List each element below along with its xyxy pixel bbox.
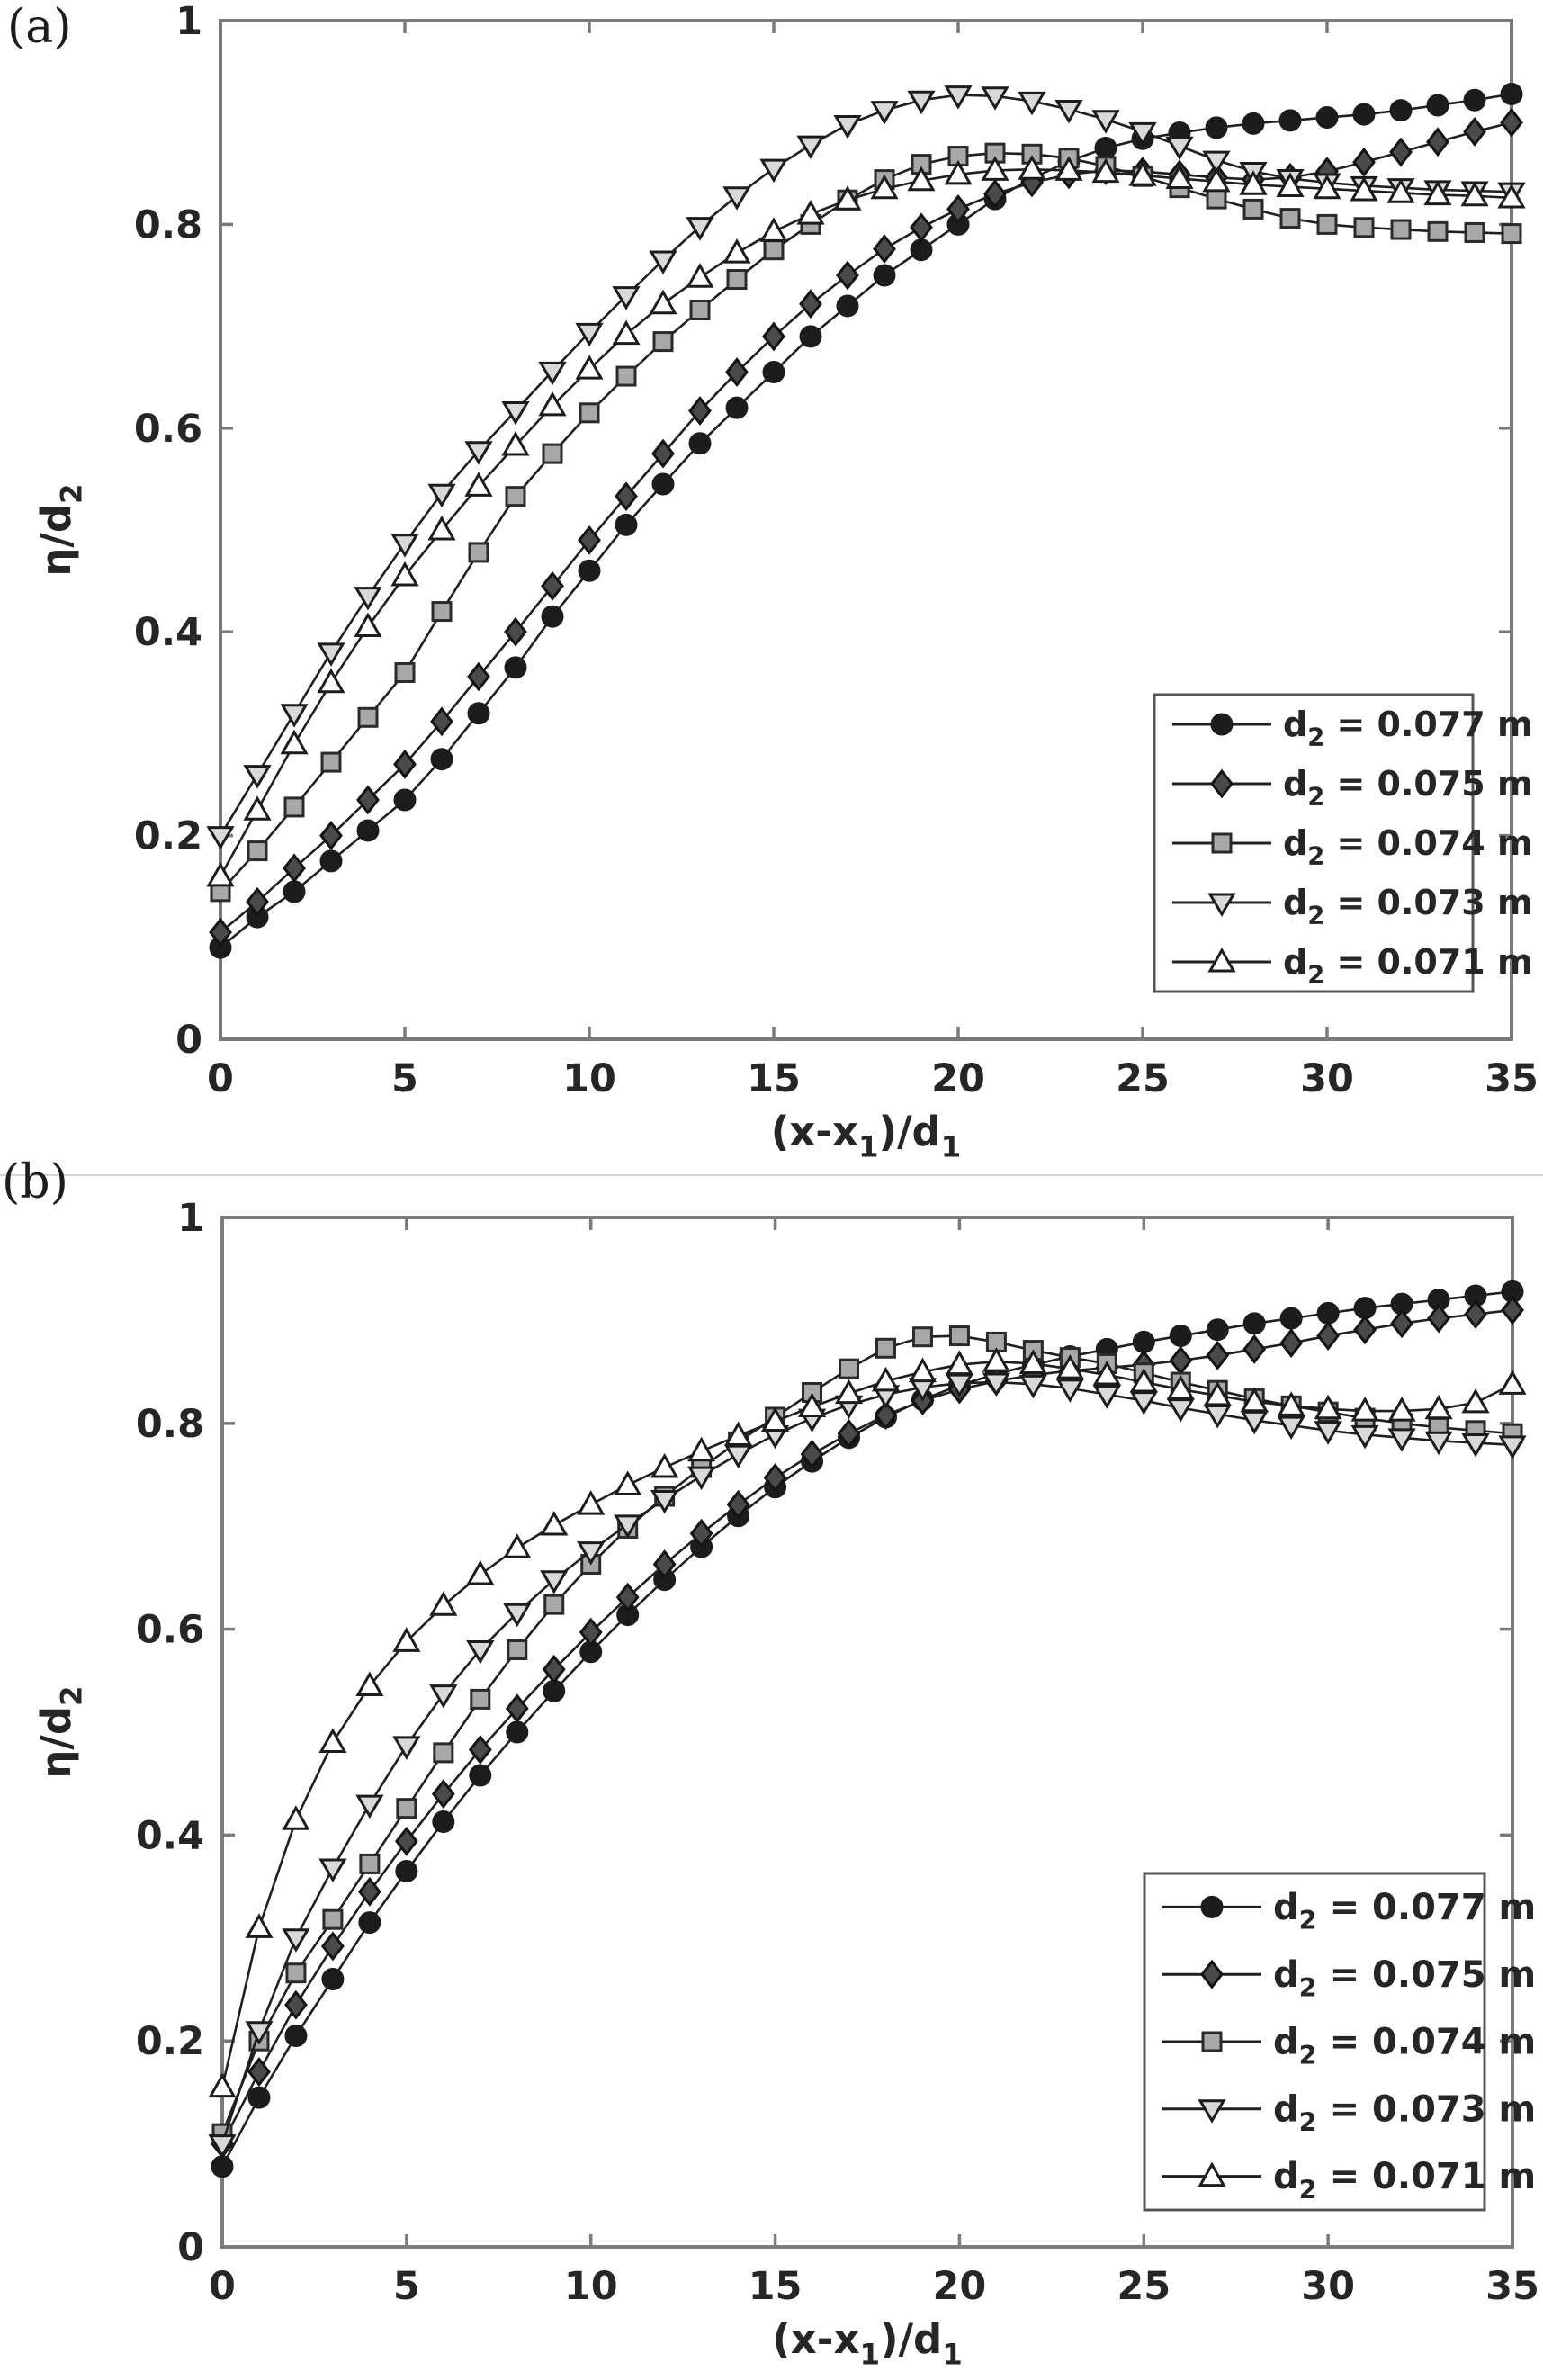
- x-tick-label: 0: [209, 2264, 236, 2309]
- y-axis-label: η/d2: [32, 1685, 89, 1778]
- y-tick-label: 0.6: [136, 1608, 204, 1653]
- x-tick-label: 15: [749, 2264, 803, 2309]
- y-tick-label: 0.4: [134, 610, 202, 655]
- x-tick-label: 25: [1117, 2264, 1171, 2309]
- x-tick-label: 15: [747, 1056, 801, 1101]
- panel-b: 0 5 10 15 20 25 30 35 0 0.2 0.4 0.6 0.8 1 (x-x1)/d1 η/d…: [32, 1196, 1539, 2372]
- x-tick-label: 5: [393, 2264, 420, 2309]
- y-tick-label: 0.6: [134, 407, 202, 452]
- legend-label: d2 = 0.073 m: [1283, 883, 1533, 930]
- legend-label: d2 = 0.073 m: [1273, 2088, 1536, 2137]
- y-axis-label: η/d2: [32, 483, 89, 576]
- legend-label: d2 = 0.075 m: [1283, 764, 1533, 812]
- y-tick-label: 1: [177, 1196, 204, 1241]
- ticks-a: 0 5 10 15 20 25 30 35 0 0.2 0.4 0.6 0.8 1: [134, 0, 1539, 1101]
- y-tick-label: 0.4: [136, 1813, 204, 1858]
- x-tick-label: 20: [931, 1056, 985, 1101]
- legend-label: d2 = 0.074 m: [1273, 2022, 1536, 2070]
- series-a-4: [206, 155, 1526, 887]
- x-tick-label: 30: [1300, 1056, 1354, 1101]
- plot-box-a: [219, 19, 1513, 1041]
- x-axis-label: (x-x1)/d1: [772, 2315, 963, 2372]
- y-tick-label: 0.2: [136, 2019, 204, 2064]
- y-tick-label: 1: [175, 0, 202, 44]
- legend-a: d2 = 0.077 m d2 = 0.075 m d2 = 0.074 m d2 =…: [1153, 693, 1533, 993]
- x-tick-label: 10: [562, 1056, 616, 1101]
- x-tick-label: 10: [564, 2264, 618, 2309]
- legend-b: d2 = 0.077 m d2 = 0.075 m d2 = 0.074 m d2 =…: [1143, 1872, 1536, 2212]
- legend-label: d2 = 0.071 m: [1283, 942, 1533, 990]
- legend-box: [1143, 1872, 1486, 2212]
- plot-box-b: [220, 1216, 1514, 2249]
- panel-a-tag: (a): [7, 0, 72, 54]
- y-tick-label: 0: [177, 2225, 204, 2270]
- y-tick-label: 0: [175, 1018, 202, 1063]
- x-tick-label: 20: [933, 2264, 987, 2309]
- y-tick-label: 0.8: [134, 202, 202, 247]
- legend-label: d2 = 0.071 m: [1273, 2156, 1536, 2205]
- ticks-b: 0 5 10 15 20 25 30 35 0 0.2 0.4 0.6 0.8 1: [136, 1196, 1539, 2309]
- panel-a: 0 5 10 15 20 25 30 35 0 0.2 0.4 0.6 0.8 1 (x-x1)/d1 η/d…: [32, 0, 1539, 1164]
- x-tick-label: 35: [1485, 1056, 1539, 1101]
- x-tick-label: 0: [207, 1056, 234, 1101]
- y-tick-label: 0.8: [136, 1402, 204, 1447]
- legend-label: d2 = 0.074 m: [1283, 823, 1533, 871]
- series-b-3: [208, 1372, 1527, 2159]
- x-tick-label: 30: [1301, 2264, 1355, 2309]
- x-tick-label: 5: [391, 1056, 418, 1101]
- panel-b-tag: (b): [2, 1155, 68, 1209]
- x-axis-label: (x-x1)/d1: [771, 1108, 962, 1164]
- legend-label: d2 = 0.077 m: [1273, 1887, 1536, 1935]
- legend-label: d2 = 0.077 m: [1283, 705, 1533, 752]
- legend-label: d2 = 0.075 m: [1273, 1954, 1536, 2003]
- y-tick-label: 0.2: [134, 814, 202, 859]
- x-tick-label: 35: [1485, 2264, 1539, 2309]
- series-b-4: [208, 1347, 1527, 2098]
- x-tick-label: 25: [1116, 1056, 1170, 1101]
